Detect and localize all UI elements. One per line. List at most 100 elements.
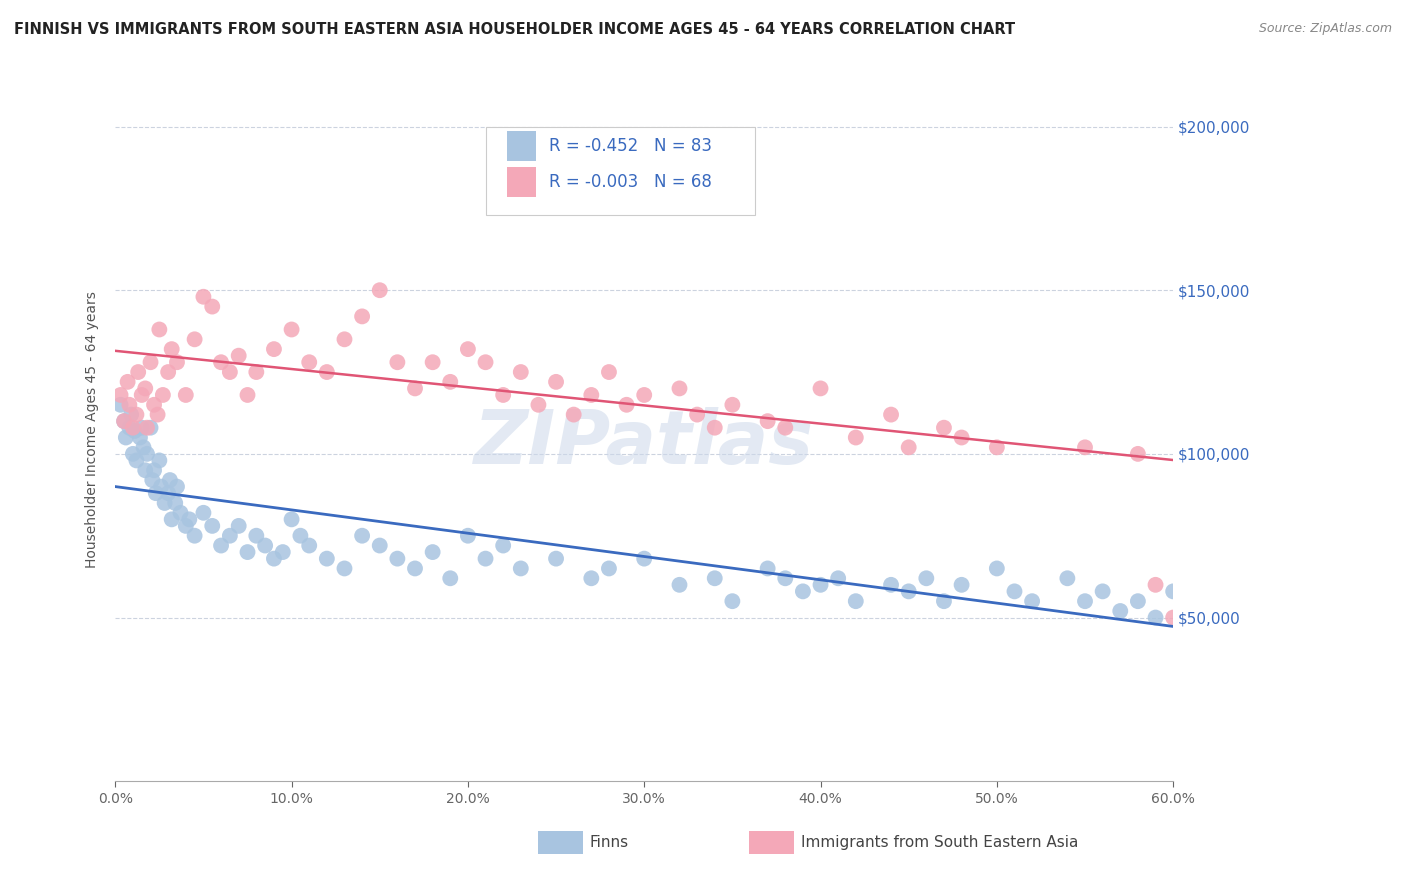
- Point: [143, 463, 166, 477]
- Point: [139, 355, 162, 369]
- Point: [368, 539, 391, 553]
- Point: [117, 375, 139, 389]
- Point: [474, 551, 496, 566]
- Point: [160, 342, 183, 356]
- Point: [153, 496, 176, 510]
- Point: [792, 584, 814, 599]
- Point: [159, 473, 181, 487]
- Point: [1126, 594, 1149, 608]
- Point: [218, 365, 240, 379]
- Point: [1109, 604, 1132, 618]
- Point: [201, 519, 224, 533]
- Point: [668, 578, 690, 592]
- Point: [1021, 594, 1043, 608]
- Point: [174, 388, 197, 402]
- Point: [174, 519, 197, 533]
- Point: [160, 512, 183, 526]
- Point: [134, 381, 156, 395]
- Point: [201, 300, 224, 314]
- Point: [756, 561, 779, 575]
- Text: R = -0.003   N = 68: R = -0.003 N = 68: [548, 173, 711, 191]
- Point: [152, 388, 174, 402]
- Point: [1144, 578, 1167, 592]
- Point: [1161, 610, 1184, 624]
- Text: Finns: Finns: [591, 835, 628, 850]
- Point: [280, 322, 302, 336]
- Point: [598, 561, 620, 575]
- Point: [150, 480, 173, 494]
- Point: [880, 578, 903, 592]
- Point: [146, 408, 169, 422]
- Point: [236, 388, 259, 402]
- Point: [143, 398, 166, 412]
- Point: [209, 539, 232, 553]
- FancyBboxPatch shape: [485, 127, 755, 215]
- Point: [166, 480, 188, 494]
- Point: [668, 381, 690, 395]
- Point: [245, 365, 267, 379]
- Point: [157, 365, 180, 379]
- Point: [501, 145, 523, 160]
- Point: [183, 529, 205, 543]
- Text: ZIPatlas: ZIPatlas: [474, 407, 814, 480]
- Point: [509, 561, 531, 575]
- Text: Source: ZipAtlas.com: Source: ZipAtlas.com: [1258, 22, 1392, 36]
- Point: [145, 486, 167, 500]
- Point: [209, 355, 232, 369]
- Point: [387, 551, 409, 566]
- Point: [118, 420, 141, 434]
- Point: [633, 388, 655, 402]
- Point: [810, 578, 832, 592]
- Point: [633, 551, 655, 566]
- Point: [290, 529, 312, 543]
- Point: [141, 473, 163, 487]
- Point: [236, 545, 259, 559]
- Point: [1171, 594, 1194, 608]
- Point: [368, 283, 391, 297]
- Text: Immigrants from South Eastern Asia: Immigrants from South Eastern Asia: [801, 835, 1078, 850]
- Point: [897, 584, 920, 599]
- Point: [352, 310, 374, 324]
- Point: [845, 430, 868, 444]
- FancyBboxPatch shape: [506, 131, 536, 161]
- Point: [703, 571, 725, 585]
- Point: [581, 571, 603, 585]
- Point: [131, 388, 153, 402]
- Point: [315, 365, 337, 379]
- Point: [183, 332, 205, 346]
- Point: [1161, 584, 1184, 599]
- Text: R = -0.452   N = 83: R = -0.452 N = 83: [548, 137, 711, 155]
- Point: [1056, 571, 1078, 585]
- Point: [110, 398, 132, 412]
- Point: [179, 512, 201, 526]
- Point: [457, 342, 479, 356]
- Point: [484, 192, 506, 206]
- Point: [115, 430, 138, 444]
- Point: [136, 420, 159, 434]
- Point: [118, 398, 141, 412]
- Text: FINNISH VS IMMIGRANTS FROM SOUTH EASTERN ASIA HOUSEHOLDER INCOME AGES 45 - 64 YE: FINNISH VS IMMIGRANTS FROM SOUTH EASTERN…: [14, 22, 1015, 37]
- Point: [136, 447, 159, 461]
- Point: [298, 355, 321, 369]
- Point: [228, 519, 250, 533]
- Point: [950, 430, 973, 444]
- Point: [986, 561, 1008, 575]
- Point: [932, 420, 955, 434]
- Point: [218, 529, 240, 543]
- Point: [1004, 584, 1026, 599]
- Point: [474, 355, 496, 369]
- Point: [263, 342, 285, 356]
- Point: [562, 408, 585, 422]
- Point: [254, 539, 277, 553]
- Point: [721, 594, 744, 608]
- Point: [169, 506, 191, 520]
- Point: [422, 355, 444, 369]
- Point: [1074, 440, 1097, 454]
- Point: [775, 420, 797, 434]
- Point: [263, 551, 285, 566]
- Point: [120, 408, 142, 422]
- Point: [422, 545, 444, 559]
- Point: [245, 529, 267, 543]
- Point: [352, 529, 374, 543]
- Point: [544, 375, 567, 389]
